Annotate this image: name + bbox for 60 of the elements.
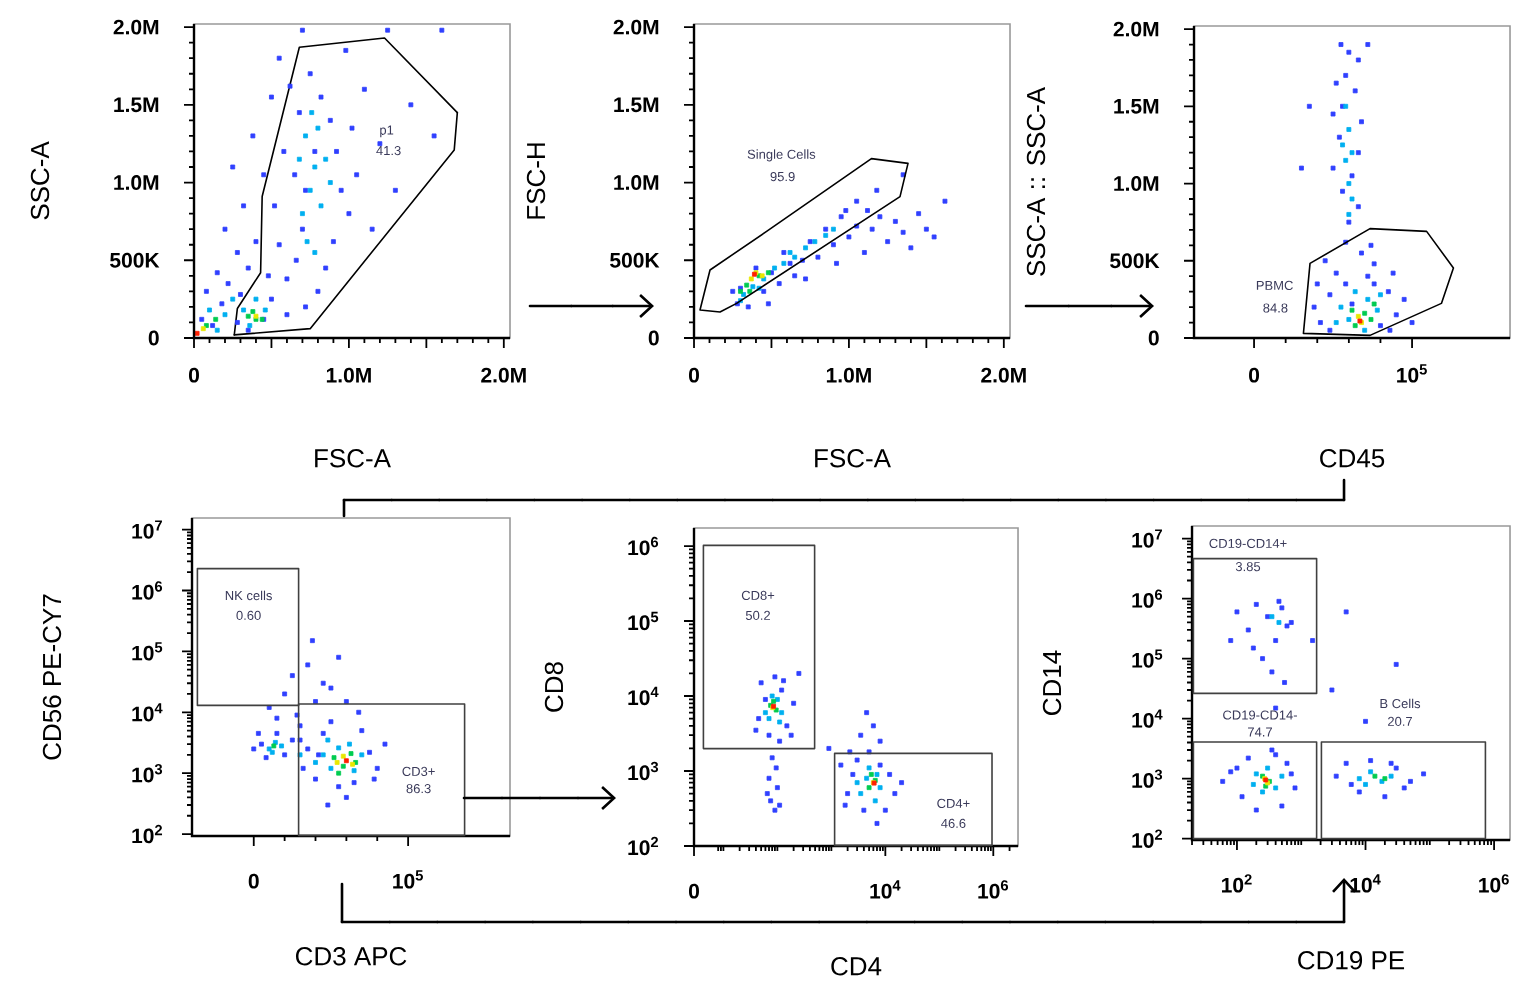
y-axis-title: SSC-A: [30, 141, 50, 220]
y-tick-label: 500K: [110, 252, 160, 268]
y-tick-label: 500K: [1110, 253, 1160, 269]
x-tick-label: 0: [248, 873, 259, 889]
y-tick-label: 10$^{2}$: [132, 824, 163, 844]
y-tick-label: 10$^{2}$: [628, 836, 659, 856]
y-tick-label: 10$^{3}$: [628, 761, 659, 781]
y-tick-label: 1.0M: [614, 175, 659, 190]
y-tick-label: 1.0M: [1114, 176, 1159, 191]
y-tick-label: 10$^{5}$: [628, 611, 659, 631]
y-tick-label: 10$^{7}$: [1132, 529, 1162, 548]
x-axis-title: FSC-A: [815, 449, 891, 468]
y-tick-label: 0: [1148, 330, 1159, 346]
x-tick-label: 2.0M: [481, 367, 526, 383]
y-tick-label: 10$^{6}$: [132, 581, 163, 600]
y-tick-label: 10$^{2}$: [1132, 829, 1163, 848]
x-tick-label: 10$^{6}$: [1479, 874, 1509, 893]
x-axis-title: CD19 PE: [1298, 951, 1405, 970]
y-tick-label: 0: [648, 330, 659, 346]
x-tick-label: 10$^{5}$: [1397, 364, 1427, 383]
y-tick-label: 10$^{4}$: [132, 703, 163, 722]
x-axis-title: CD4: [831, 957, 882, 976]
y-tick-label: 10$^{5}$: [1132, 649, 1163, 668]
y-tick-label: 10$^{3}$: [1132, 769, 1163, 788]
x-tick-label: 0: [688, 883, 699, 899]
y-tick-label: 1.5M: [1114, 99, 1159, 114]
x-tick-label: 2.0M: [981, 367, 1026, 383]
x-tick-label: 0: [688, 367, 699, 383]
y-axis-title: SSC-A :: SSC-A: [1026, 86, 1046, 276]
y-axis-title: FSC-H: [526, 143, 546, 219]
y-tick-label: 10$^{4}$: [628, 686, 659, 706]
y-tick-label: 0: [148, 330, 159, 346]
x-tick-label: 0: [188, 367, 199, 383]
y-axis-title: CD14: [1042, 650, 1062, 715]
x-tick-label: 10$^{6}$: [978, 880, 1009, 899]
x-tick-label: 1.0M: [826, 367, 871, 383]
y-tick-label: 10$^{3}$: [132, 763, 163, 783]
x-axis-title: CD3 APC: [295, 947, 407, 966]
y-tick-label: 1.5M: [114, 97, 159, 113]
y-tick-label: 2.0M: [113, 19, 159, 35]
y-axis-title: CD56 PE-CY7: [42, 594, 62, 760]
y-tick-label: 2.0M: [613, 19, 659, 35]
x-tick-label: 10$^{2}$: [1222, 874, 1252, 893]
y-tick-label: 10$^{6}$: [1132, 589, 1163, 608]
y-axis-title: CD8: [544, 662, 564, 712]
x-tick-label: 1.0M: [326, 367, 371, 383]
y-tick-label: 10$^{5}$: [132, 642, 163, 661]
y-tick-label: 2.0M: [1113, 21, 1159, 37]
x-tick-label: 0: [1249, 367, 1260, 383]
x-tick-label: 10$^{5}$: [393, 870, 423, 889]
y-tick-label: 10$^{6}$: [628, 536, 659, 556]
y-tick-label: 1.0M: [114, 175, 159, 190]
x-tick-label: 10$^{4}$: [870, 880, 901, 899]
x-axis-title: CD45: [1320, 449, 1385, 468]
y-tick-label: 10$^{7}$: [132, 520, 162, 539]
y-tick-label: 10$^{4}$: [1132, 709, 1163, 728]
y-tick-label: 1.5M: [614, 97, 659, 113]
x-axis-title: FSC-A: [315, 449, 391, 468]
y-tick-label: 500K: [610, 252, 660, 268]
x-tick-label: 10$^{4}$: [1350, 874, 1381, 893]
